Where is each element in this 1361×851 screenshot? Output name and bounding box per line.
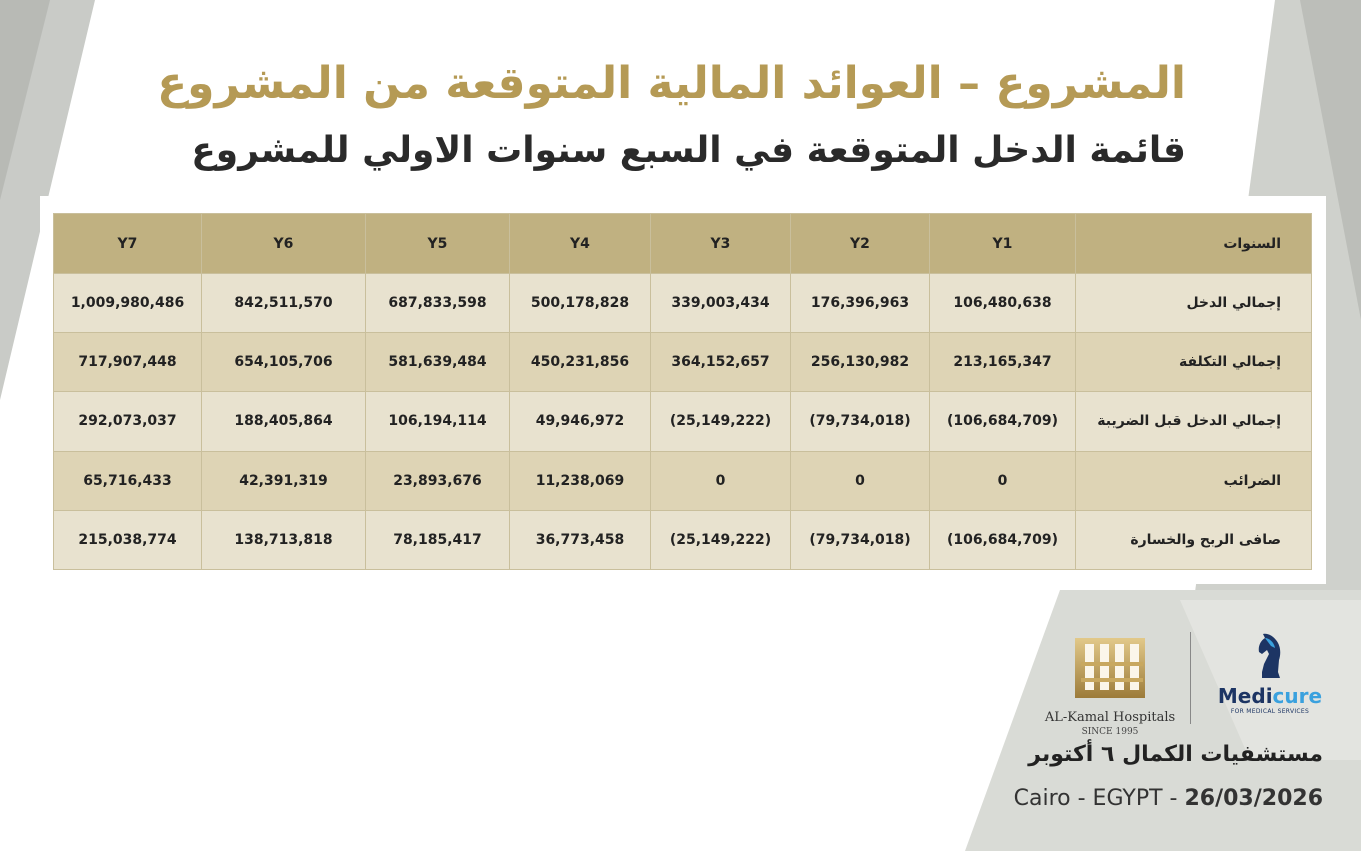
year-header: Y5 — [365, 213, 510, 274]
table-header-row: Y7 Y6 Y5 Y4 Y3 Y2 Y1 السنوات — [53, 213, 1312, 274]
income-statement-table: Y7 Y6 Y5 Y4 Y3 Y2 Y1 السنوات 1,009,980,4… — [53, 213, 1312, 571]
table-row: 717,907,448 654,105,706 581,639,484 450,… — [53, 332, 1312, 393]
table-cell: 0 — [929, 450, 1076, 511]
table-cell: 0 — [790, 450, 930, 511]
table-cell: 215,038,774 — [53, 509, 202, 571]
table-cell: 292,073,037 — [53, 391, 202, 452]
table-cell: (79,734,018) — [790, 391, 930, 452]
table-cell: (25,149,222) — [650, 509, 791, 571]
location-line: Cairo - EGYPT - 26/03/2026 — [1014, 786, 1323, 811]
table-cell: (106,684,709) — [929, 509, 1076, 571]
kamal-since: SINCE 1995 — [1081, 727, 1139, 737]
table-cell: 42,391,319 — [201, 450, 366, 511]
table-cell: 500,178,828 — [509, 272, 651, 334]
table-cell: 0 — [650, 450, 791, 511]
table-cell: 654,105,706 — [201, 332, 366, 393]
year-header: Y3 — [650, 213, 791, 274]
kamal-logo: AL-Kamal Hospitals SINCE 1995 — [1015, 630, 1205, 740]
location-text: Cairo - EGYPT - — [1013, 786, 1185, 811]
kamal-name: AL-Kamal Hospitals — [1044, 710, 1176, 725]
row-label: إجمالي الدخل — [1075, 272, 1312, 334]
medicure-tagline: FOR MEDICAL SERVICES — [1230, 708, 1310, 715]
row-label: إجمالي الدخل قبل الضريبة — [1075, 391, 1312, 452]
table-cell: (106,684,709) — [929, 391, 1076, 452]
table-cell: 717,907,448 — [53, 332, 202, 393]
row-label: إجمالي التكلفة — [1075, 332, 1312, 393]
table-cell: 339,003,434 — [650, 272, 791, 334]
medicure-part1: Medi — [1217, 684, 1273, 708]
medicure-part2: cure — [1272, 684, 1323, 708]
table-cell: (79,734,018) — [790, 509, 930, 571]
page-title: المشروع – العوائد المالية المتوقعة من ال… — [157, 58, 1186, 109]
table-cell: 1,009,980,486 — [53, 272, 202, 334]
table-cell: 687,833,598 — [365, 272, 510, 334]
table-cell: 364,152,657 — [650, 332, 791, 393]
partner-logos: AL-Kamal Hospitals SINCE 1995 Medicure F… — [1045, 630, 1335, 740]
table-cell: 23,893,676 — [365, 450, 510, 511]
table-cell: 36,773,458 — [509, 509, 651, 571]
year-header: Y6 — [201, 213, 366, 274]
table-cell: 176,396,963 — [790, 272, 930, 334]
table-row: 292,073,037 188,405,864 106,194,114 49,9… — [53, 391, 1312, 452]
kamal-emblem-icon — [1075, 638, 1145, 698]
table-row: 1,009,980,486 842,511,570 687,833,598 50… — [53, 272, 1312, 334]
hospital-name: مستشفيات الكمال ٦ أكتوبر — [1028, 742, 1323, 767]
table-cell: (25,149,222) — [650, 391, 791, 452]
table-cell: 256,130,982 — [790, 332, 930, 393]
year-header: Y7 — [53, 213, 202, 274]
table-row: 65,716,433 42,391,319 23,893,676 11,238,… — [53, 450, 1312, 511]
year-header: Y2 — [790, 213, 930, 274]
page-subtitle: قائمة الدخل المتوقعة في السبع سنوات الاو… — [191, 130, 1186, 171]
chess-knight-icon — [1258, 633, 1281, 678]
logo-divider — [1190, 632, 1191, 724]
row-label: صافى الربح والخسارة — [1075, 509, 1312, 571]
row-label: الضرائب — [1075, 450, 1312, 511]
table-cell: 450,231,856 — [509, 332, 651, 393]
report-date: 26/03/2026 — [1184, 786, 1323, 811]
medicure-wordmark: Medicure — [1205, 684, 1335, 708]
table-cell: 11,238,069 — [509, 450, 651, 511]
table-cell: 106,480,638 — [929, 272, 1076, 334]
table-cell: 138,713,818 — [201, 509, 366, 571]
row-header-label: السنوات — [1075, 213, 1312, 274]
year-header: Y1 — [929, 213, 1076, 274]
table-cell: 106,194,114 — [365, 391, 510, 452]
table-cell: 78,185,417 — [365, 509, 510, 571]
table-cell: 49,946,972 — [509, 391, 651, 452]
table-cell: 213,165,347 — [929, 332, 1076, 393]
table-cell: 842,511,570 — [201, 272, 366, 334]
table-cell: 188,405,864 — [201, 391, 366, 452]
year-header: Y4 — [509, 213, 651, 274]
table-row: 215,038,774 138,713,818 78,185,417 36,77… — [53, 509, 1312, 571]
table-cell: 65,716,433 — [53, 450, 202, 511]
table-cell: 581,639,484 — [365, 332, 510, 393]
medicure-logo: Medicure FOR MEDICAL SERVICES — [1205, 630, 1335, 740]
